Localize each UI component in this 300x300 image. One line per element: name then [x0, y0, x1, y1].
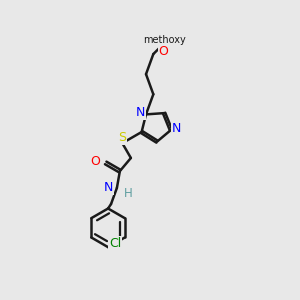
Text: N: N [136, 106, 145, 119]
Text: methoxy: methoxy [143, 35, 186, 45]
Text: Cl: Cl [109, 237, 121, 250]
Text: O: O [159, 45, 169, 58]
Text: N: N [104, 182, 113, 194]
Text: H: H [124, 188, 133, 200]
Text: S: S [118, 131, 126, 144]
Text: O: O [91, 155, 100, 168]
Text: N: N [172, 122, 181, 135]
